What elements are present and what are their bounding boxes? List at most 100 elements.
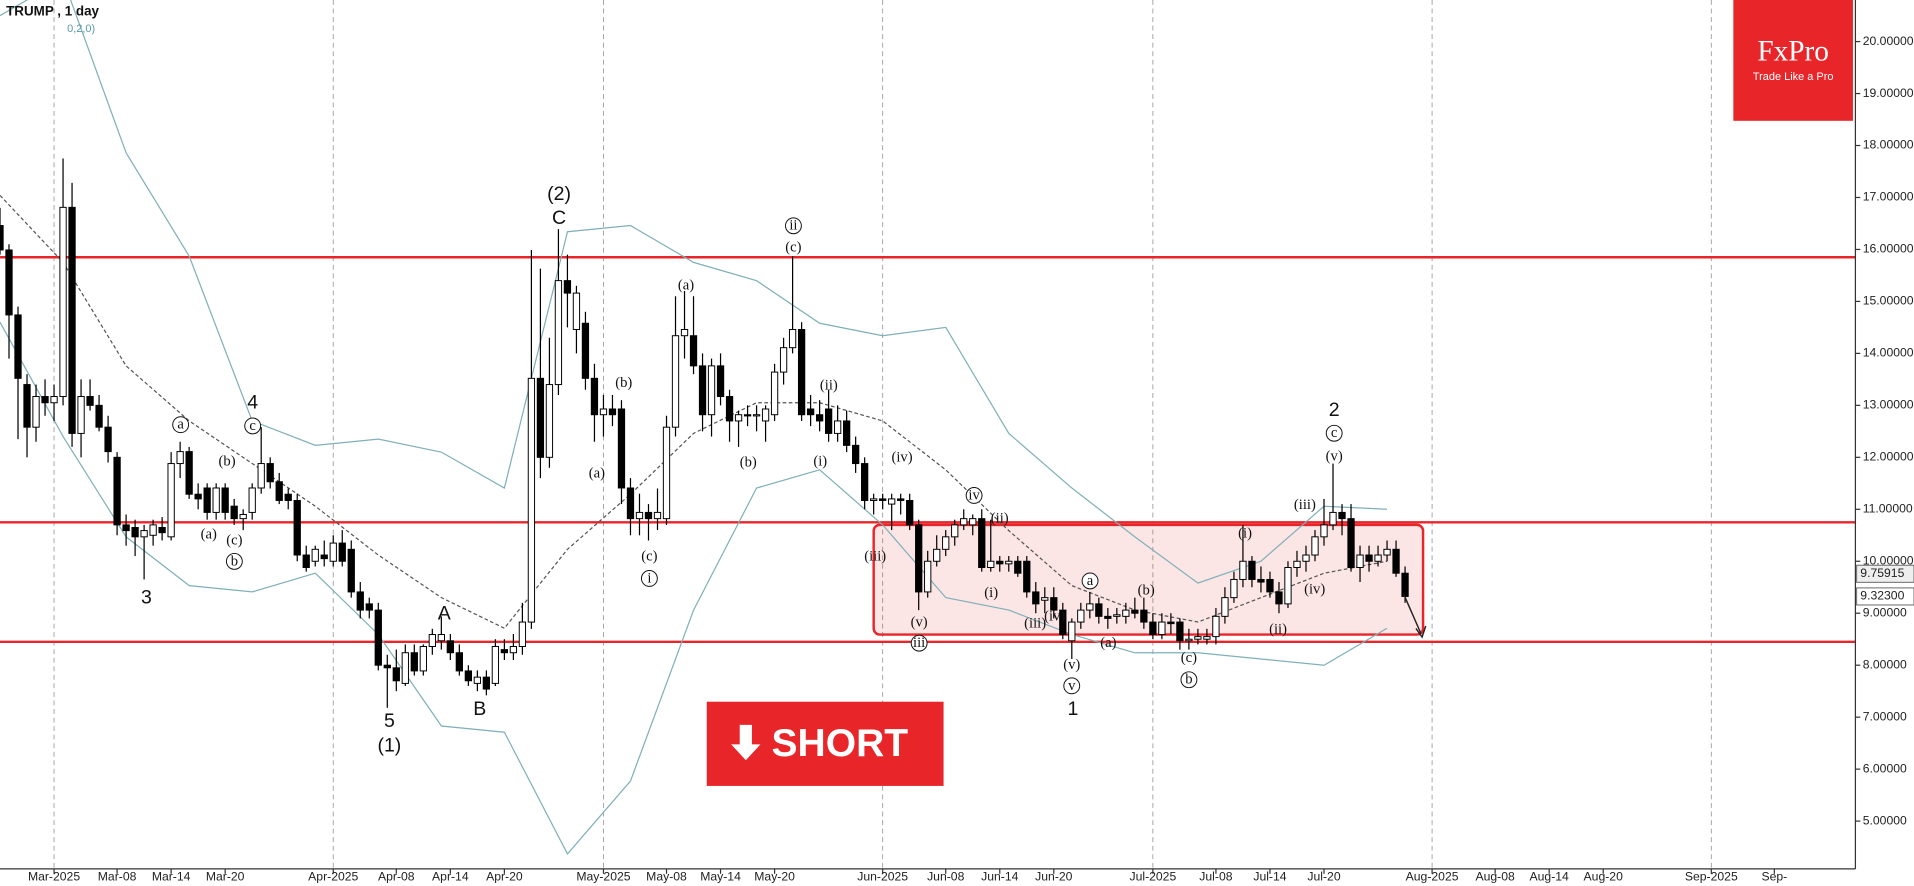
annotation-circle [172, 416, 190, 434]
x-tick-label: Jul-20 [1307, 870, 1340, 884]
candle-body [293, 499, 301, 556]
wave-label: c [1331, 425, 1338, 441]
candle-body [473, 676, 482, 684]
x-tick-label: Apr-14 [432, 870, 469, 884]
candle-body [329, 542, 337, 562]
x-tick-label: Jul-2025 [1129, 870, 1176, 884]
candle-body [1032, 591, 1040, 605]
candle-body [689, 335, 698, 367]
candle-body [1176, 621, 1184, 642]
candle-body [59, 206, 67, 398]
candle-body [788, 328, 797, 349]
candle-body [545, 384, 554, 458]
candle-body [1275, 591, 1283, 605]
candle-body [653, 511, 662, 520]
candle-body [1149, 621, 1157, 636]
indicator-label: 0,2,0) [67, 23, 95, 35]
x-tick-label: May-14 [700, 870, 741, 884]
wave-label: (c) [226, 533, 242, 549]
candle-body [221, 487, 229, 513]
candle-body [843, 420, 851, 446]
wave-label: (b) [615, 375, 632, 391]
candle-body [464, 670, 472, 682]
wave-label: 5 [384, 710, 395, 732]
annotation-circle [225, 552, 243, 570]
y-tick-label: 5.00000 [1863, 813, 1907, 827]
candle-body [734, 414, 743, 422]
candle-body [743, 414, 752, 417]
candle-body [212, 487, 220, 513]
candle-body [1383, 548, 1391, 556]
logo-name: FxPro [1757, 35, 1829, 67]
candle-body [113, 456, 121, 526]
down-arrow-icon [731, 724, 761, 761]
candle-body [356, 591, 364, 611]
candle-body [806, 408, 815, 416]
wave-label: 4 [247, 391, 258, 413]
candle-body [320, 554, 328, 560]
candle-body [987, 560, 995, 568]
wave-label: 1 [1068, 698, 1079, 720]
wave-label: ii [789, 218, 797, 234]
wave-label: (1) [377, 734, 401, 756]
candle-body [698, 365, 707, 416]
candle-body [536, 377, 545, 458]
wave-label: c [249, 418, 256, 434]
candle-body [815, 414, 824, 422]
candle-body [302, 554, 310, 568]
y-tick-label: 7.00000 [1863, 709, 1907, 723]
logo-box [1733, 0, 1853, 121]
signal-label: SHORT [771, 722, 908, 765]
x-tick-label: Apr-2025 [308, 870, 358, 884]
candle-body [491, 646, 500, 684]
candle-body [266, 463, 274, 483]
y-tick-label: 8.00000 [1863, 657, 1907, 671]
candle-body [915, 524, 923, 593]
candle-body [1041, 597, 1049, 601]
candle-body [392, 667, 400, 682]
wave-label: iii [913, 635, 925, 651]
x-tick-label: Jun-14 [981, 870, 1018, 884]
wave-label: (iv) [1304, 581, 1325, 597]
candle-body [185, 451, 193, 495]
wave-label: (iii) [1024, 616, 1046, 632]
candle-body [861, 463, 869, 501]
x-tick-label: Mar-20 [206, 870, 245, 884]
candle-body [563, 280, 572, 294]
y-tick-label: 15.00000 [1863, 294, 1914, 308]
x-tick-label: Mar-2025 [28, 870, 80, 884]
candle-body [1059, 609, 1067, 636]
candle-body [770, 371, 779, 416]
x-tick-label: Jun-20 [1035, 870, 1072, 884]
wave-label: (a) [201, 526, 217, 542]
candle-body [1158, 621, 1166, 636]
projection-arrow-head [1415, 625, 1427, 639]
candle-body [1194, 636, 1202, 640]
candle-body [1266, 578, 1274, 593]
candle-body [680, 328, 689, 337]
candle-body [1122, 609, 1130, 617]
y-tick-label: 6.00000 [1863, 761, 1907, 775]
candle-body [1023, 560, 1031, 593]
candle-body [635, 511, 644, 520]
candle-body [194, 493, 202, 500]
y-tick-label: 10.00000 [1863, 553, 1914, 567]
candle-body [852, 444, 860, 465]
candle-body [23, 384, 31, 428]
candle-body [617, 408, 626, 489]
wave-label: (b) [1138, 583, 1155, 599]
annotation-circle [785, 217, 802, 235]
candle-body [95, 404, 103, 428]
x-tick-label: Mar-14 [152, 870, 191, 884]
annotation-circle [640, 570, 658, 587]
candle-body [671, 335, 680, 428]
candle-body [870, 498, 878, 501]
wave-label: 2 [1329, 399, 1340, 421]
y-tick-label: 11.00000 [1863, 502, 1913, 516]
candle-body [951, 524, 959, 538]
band-upper [0, 0, 1388, 584]
candle-body [428, 634, 436, 647]
candle-body [383, 664, 391, 669]
wave-label: (b) [740, 454, 757, 470]
